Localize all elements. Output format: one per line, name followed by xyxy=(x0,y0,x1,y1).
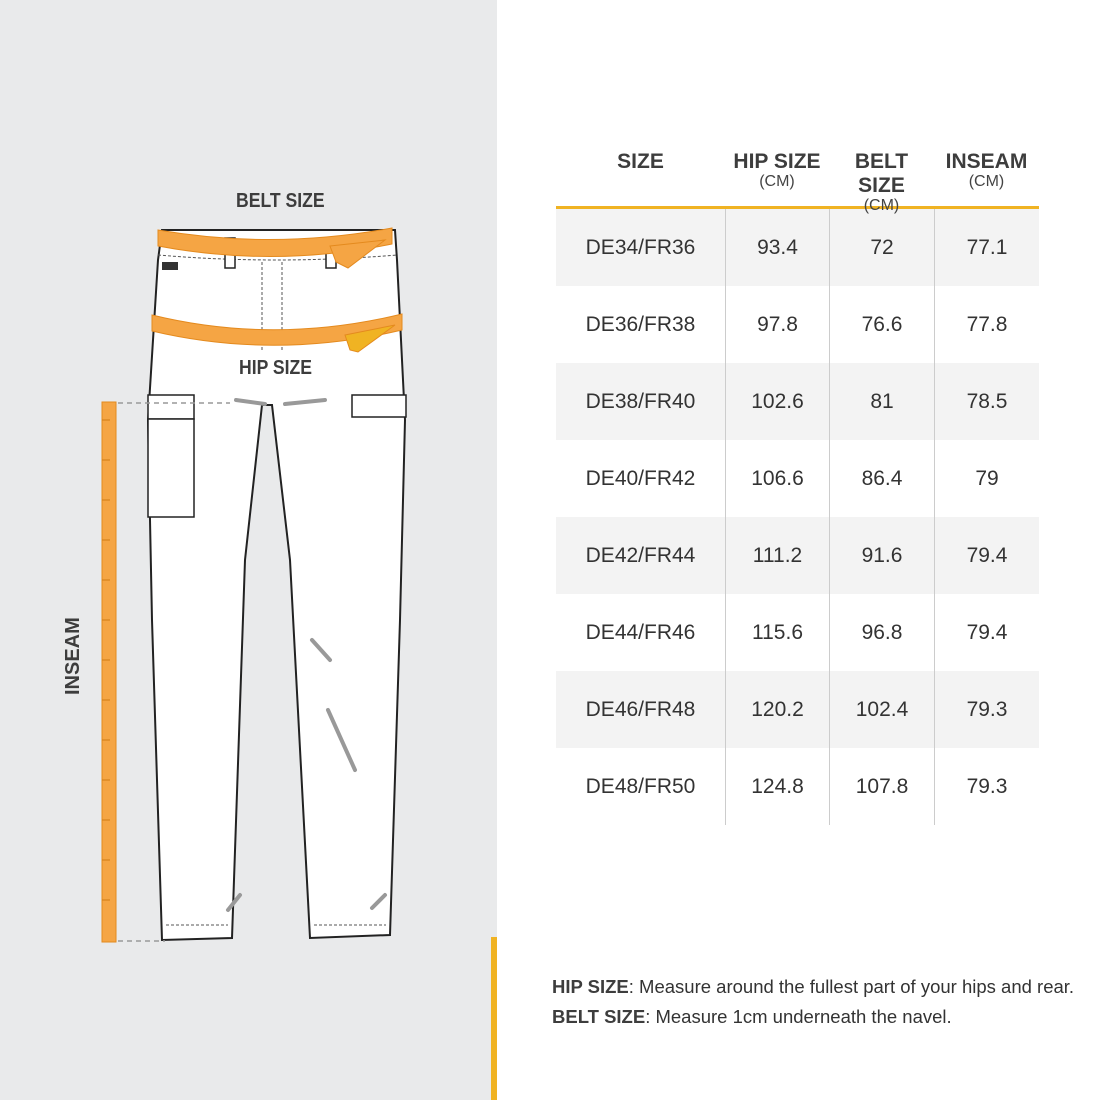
size-cell: DE40/FR42 xyxy=(585,467,696,490)
hip-cell: 124.8 xyxy=(725,748,829,825)
inseam-cell: 79.3 xyxy=(934,671,1039,748)
belt-cell: 72 xyxy=(829,209,934,286)
belt-cell: 107.8 xyxy=(829,748,934,825)
hip-cell: 106.6 xyxy=(725,440,829,517)
inseam-cell: 79.3 xyxy=(934,748,1039,825)
size-cell: DE38/FR40 xyxy=(585,390,696,413)
inseam-cell: 79 xyxy=(934,440,1039,517)
belt-cell: 81 xyxy=(829,363,934,440)
pants-diagram xyxy=(101,227,407,943)
header-hip: HIP SIZE (CM) xyxy=(733,150,821,190)
inseam-cell: 77.8 xyxy=(934,286,1039,363)
inseam-cell: 78.5 xyxy=(934,363,1039,440)
inseam-cell: 79.4 xyxy=(934,594,1039,671)
table-row: DE36/FR38 97.8 76.6 77.8 xyxy=(556,286,1039,363)
inseam-cell: 79.4 xyxy=(934,517,1039,594)
belt-cell: 86.4 xyxy=(829,440,934,517)
hip-cell: 102.6 xyxy=(725,363,829,440)
header-inseam: INSEAM (CM) xyxy=(945,150,1028,190)
hip-size-label: HIP SIZE xyxy=(239,357,313,379)
hip-cell: 111.2 xyxy=(725,517,829,594)
belt-cell: 102.4 xyxy=(829,671,934,748)
size-cell: DE44/FR46 xyxy=(585,621,696,644)
table-row: DE48/FR50 124.8 107.8 79.3 xyxy=(556,748,1039,825)
belt-size-label: BELT SIZE xyxy=(236,190,325,212)
belt-cell: 96.8 xyxy=(829,594,934,671)
size-cell: DE36/FR38 xyxy=(585,313,696,336)
size-cell: DE42/FR44 xyxy=(585,544,696,567)
table-row: DE38/FR40 102.6 81 78.5 xyxy=(556,363,1039,440)
hip-cell: 115.6 xyxy=(725,594,829,671)
header-size: SIZE xyxy=(617,150,664,173)
hip-cell: 97.8 xyxy=(725,286,829,363)
table-row: DE34/FR36 93.4 72 77.1 xyxy=(556,209,1039,286)
inseam-cell: 77.1 xyxy=(934,209,1039,286)
belt-cell: 76.6 xyxy=(829,286,934,363)
table-row: DE42/FR44 111.2 91.6 79.4 xyxy=(556,517,1039,594)
note-belt: BELT SIZE: Measure 1cm underneath the na… xyxy=(552,1006,952,1027)
table-header: SIZE HIP SIZE (CM) BELT SIZE (CM) INSEAM (C… xyxy=(556,150,1039,214)
diagram-panel xyxy=(0,0,497,1100)
table-row: DE46/FR48 120.2 102.4 79.3 xyxy=(556,671,1039,748)
size-cell: DE46/FR48 xyxy=(585,698,696,721)
hip-cell: 120.2 xyxy=(725,671,829,748)
belt-cell: 91.6 xyxy=(829,517,934,594)
size-cell: DE48/FR50 xyxy=(585,775,696,798)
size-table: SIZE HIP SIZE (CM) BELT SIZE (CM) INSEAM (C… xyxy=(556,150,1039,825)
inseam-label: INSEAM xyxy=(62,617,84,695)
table-row: DE40/FR42 106.6 86.4 79 xyxy=(556,440,1039,517)
header-belt: BELT SIZE (CM) xyxy=(854,150,909,214)
table-row: DE44/FR46 115.6 96.8 79.4 xyxy=(556,594,1039,671)
hip-cell: 93.4 xyxy=(725,209,829,286)
accent-bar xyxy=(491,937,497,1100)
measurement-notes: HIP SIZE: Measure around the fullest par… xyxy=(552,972,1074,1032)
note-hip: HIP SIZE: Measure around the fullest par… xyxy=(552,976,1075,997)
size-cell: DE34/FR36 xyxy=(585,236,696,259)
